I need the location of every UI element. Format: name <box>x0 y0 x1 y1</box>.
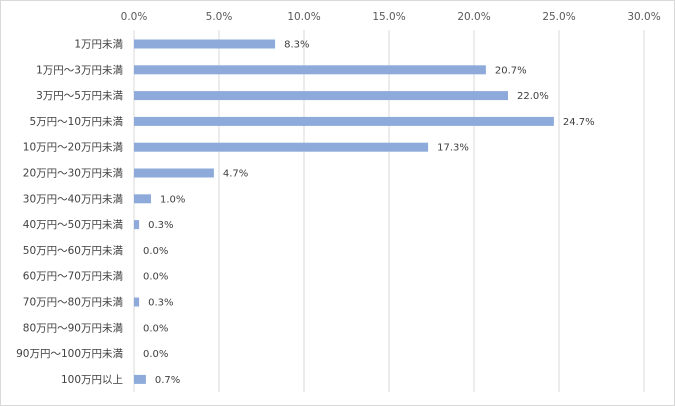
category-label: 40万円～50万円未満 <box>23 219 124 231</box>
category-label: 10万円～20万円未満 <box>23 142 124 154</box>
data-label: 0.3% <box>148 298 173 309</box>
data-label: 1.0% <box>160 194 185 205</box>
category-label: 1万円未満 <box>74 39 123 51</box>
bar <box>134 116 554 126</box>
category-label: 30万円～40万円未満 <box>23 193 124 205</box>
bar <box>134 142 429 152</box>
data-label: 17.3% <box>437 143 469 154</box>
bar <box>134 39 276 49</box>
category-label: 3万円～5万円未満 <box>36 90 123 102</box>
x-tick-label: 0.0% <box>121 11 148 23</box>
data-label: 0.0% <box>143 246 168 257</box>
category-label: 90万円～100万円未満 <box>16 348 123 360</box>
bar <box>134 374 146 384</box>
x-tick-label: 25.0% <box>542 11 575 23</box>
x-axis-tick-labels: 0.0% 5.0% 10.0% 15.0% 20.0% 25.0% 30.0% <box>121 11 661 23</box>
category-labels: 1万円未満 1万円～3万円未満 3万円～5万円未満 5万円～10万円未満 10万円～20… <box>16 39 123 386</box>
data-label: 0.0% <box>143 323 168 334</box>
data-labels: 8.3% 20.7% 22.0% 24.7% 17.3% 4.7% 1.0% 0.3% 0.0%… <box>143 40 595 386</box>
data-label: 24.7% <box>563 117 595 128</box>
bar <box>134 91 508 101</box>
category-label: 5万円～10万円未満 <box>29 116 123 128</box>
data-label: 4.7% <box>223 169 248 180</box>
category-label: 60万円～70万円未満 <box>23 271 124 283</box>
bar <box>134 65 486 75</box>
bar <box>134 168 214 178</box>
x-tick-label: 30.0% <box>627 11 660 23</box>
category-label: 70万円～80万円未満 <box>23 297 124 309</box>
data-label: 0.0% <box>143 272 168 283</box>
data-label: 0.7% <box>155 375 180 386</box>
x-tick-label: 20.0% <box>457 11 490 23</box>
data-label: 22.0% <box>517 91 549 102</box>
data-label: 0.0% <box>143 349 168 360</box>
data-label: 20.7% <box>495 65 527 76</box>
category-label: 20万円～30万円未満 <box>23 168 124 180</box>
x-tick-label: 5.0% <box>206 11 233 23</box>
category-label: 50万円～60万円未満 <box>23 245 124 257</box>
category-label: 1万円～3万円未満 <box>36 64 123 76</box>
data-label: 0.3% <box>148 220 173 231</box>
data-label: 8.3% <box>284 40 309 51</box>
x-tick-label: 10.0% <box>287 11 320 23</box>
x-tick-label: 15.0% <box>372 11 405 23</box>
bar <box>134 194 151 204</box>
bars <box>134 39 554 384</box>
bar <box>134 297 140 307</box>
category-label: 80万円～90万円未満 <box>23 322 124 334</box>
category-label: 100万円以上 <box>61 374 123 386</box>
grid-lines <box>133 30 645 392</box>
bar <box>134 220 140 230</box>
